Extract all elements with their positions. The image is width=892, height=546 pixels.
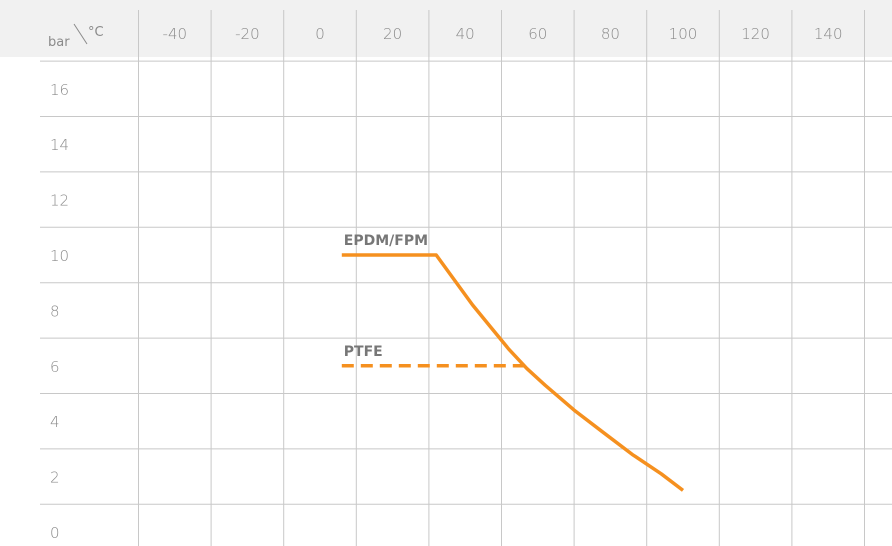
x-tick-label: 100 — [669, 25, 698, 43]
y-tick-label: 16 — [50, 81, 69, 99]
grid — [40, 10, 892, 546]
x-tick-label: 0 — [315, 25, 325, 43]
y-tick-label: 8 — [50, 302, 60, 320]
x-tick-label: 120 — [741, 25, 770, 43]
series-label: EPDM/FPM — [344, 233, 428, 249]
series-label: PTFE — [344, 344, 383, 360]
x-tick-label: -20 — [235, 25, 260, 43]
y-tick-label: 12 — [50, 192, 69, 210]
y-tick-label: 10 — [50, 247, 69, 265]
y-tick-label: 4 — [50, 413, 60, 431]
x-tick-label: 20 — [383, 25, 402, 43]
x-tick-label: 140 — [814, 25, 843, 43]
y-tick-label: 14 — [50, 136, 69, 154]
corner-slash — [73, 23, 88, 45]
axis-unit-corner: bar °C — [48, 23, 104, 50]
header-band — [0, 0, 892, 57]
series-line-epdm-fpm — [341, 253, 685, 492]
x-unit-label: °C — [88, 25, 104, 40]
y-unit-label: bar — [48, 35, 70, 50]
y-tick-labels: 16 14 12 10 8 6 4 2 0 — [50, 81, 69, 542]
x-tick-label: -40 — [163, 25, 188, 43]
x-tick-labels: -40 -20 0 20 40 60 80 100 120 140 — [163, 25, 843, 43]
x-tick-label: 40 — [456, 25, 475, 43]
y-tick-label: 6 — [50, 358, 60, 376]
x-tick-label: 60 — [528, 25, 547, 43]
y-tick-label: 0 — [50, 524, 60, 542]
y-tick-label: 2 — [50, 469, 60, 487]
x-tick-label: 80 — [601, 25, 620, 43]
series: EPDM/FPM PTFE — [341, 233, 685, 492]
